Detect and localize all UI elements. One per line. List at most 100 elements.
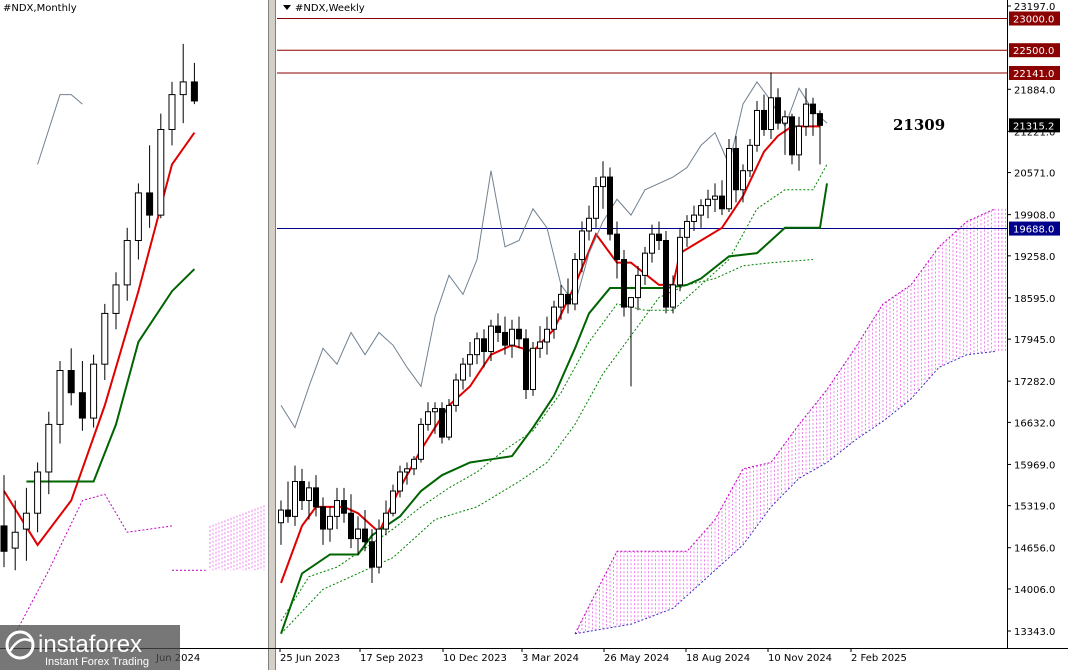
time-tick-label: 10 Nov 2024 bbox=[768, 653, 832, 664]
weekly-line-senkou-span-b bbox=[280, 259, 814, 635]
monthly-candle-body bbox=[112, 284, 120, 314]
monthly-candles bbox=[0, 43, 198, 571]
weekly-candle-body bbox=[341, 500, 347, 514]
monthly-candle-body bbox=[134, 192, 142, 241]
weekly-candle-body bbox=[495, 325, 501, 333]
monthly-series bbox=[3, 94, 206, 634]
time-ticks: 25 Jun 2023 17 Sep 2023 10 Dec 2023 3 Mar 2… bbox=[279, 648, 907, 664]
weekly-cloud bbox=[578, 208, 1006, 634]
weekly-candle-body bbox=[313, 487, 319, 508]
weekly-candle-body bbox=[348, 512, 354, 540]
triangle-down-icon[interactable] bbox=[283, 5, 291, 10]
panel-separator[interactable] bbox=[268, 0, 276, 670]
weekly-candle-body bbox=[383, 512, 389, 530]
weekly-candle-body bbox=[439, 408, 445, 438]
price-tick-label: 14656.0 bbox=[1014, 544, 1055, 555]
weekly-candle-body bbox=[789, 116, 795, 156]
weekly-candle-body bbox=[299, 481, 305, 502]
watermark-brand: instaforex bbox=[38, 631, 142, 658]
level-tag-label: 19688.0 bbox=[1013, 225, 1054, 236]
weekly-candle-body bbox=[425, 411, 431, 425]
monthly-candle-body bbox=[56, 370, 64, 425]
weekly-candle-body bbox=[782, 116, 788, 124]
weekly-candle-body bbox=[621, 259, 627, 308]
weekly-candle-body bbox=[390, 490, 396, 514]
level-tag-label: 23000.0 bbox=[1013, 14, 1054, 25]
monthly-plot-area bbox=[0, 0, 268, 648]
weekly-candle-body bbox=[474, 338, 480, 356]
weekly-candle-body bbox=[656, 233, 662, 241]
price-tick-label: 15319.0 bbox=[1014, 502, 1055, 513]
weekly-candle-body bbox=[355, 528, 361, 540]
weekly-candle-body bbox=[530, 347, 536, 391]
weekly-candle-body bbox=[712, 195, 718, 200]
monthly-candle-body bbox=[0, 525, 8, 552]
price-tick-label: 19258.0 bbox=[1014, 252, 1055, 263]
price-tick-label: 20571.0 bbox=[1014, 169, 1055, 180]
monthly-candle-body bbox=[123, 239, 131, 286]
watermark-background bbox=[0, 625, 180, 670]
weekly-candle-body bbox=[810, 103, 816, 115]
weekly-candle-body bbox=[572, 259, 578, 305]
weekly-candle-body bbox=[432, 408, 438, 413]
weekly-candle-body bbox=[719, 195, 725, 210]
weekly-candle-body bbox=[544, 328, 550, 343]
weekly-candle-body bbox=[285, 509, 291, 517]
monthly-cloud bbox=[209, 505, 265, 571]
monthly-title: #NDX,Monthly bbox=[3, 3, 77, 14]
weekly-candle-body bbox=[565, 293, 571, 305]
weekly-candle-body bbox=[691, 214, 697, 222]
weekly-candle-body bbox=[453, 379, 459, 406]
weekly-candle-body bbox=[677, 236, 683, 286]
weekly-candle-body bbox=[292, 481, 298, 517]
weekly-line-senkou-span-a bbox=[280, 164, 828, 622]
price-tick-label: 17282.0 bbox=[1014, 377, 1055, 388]
weekly-annotation: 21309 bbox=[893, 116, 945, 134]
price-tick-label: 21221.0 bbox=[1014, 127, 1055, 138]
price-tick-label: 16632.0 bbox=[1014, 418, 1055, 429]
monthly-candle-body bbox=[11, 531, 19, 549]
weekly-candle-body bbox=[551, 306, 557, 330]
weekly-candle-body bbox=[635, 274, 641, 299]
weekly-panel: #NDX,Weekly 21309 bbox=[277, 0, 1007, 648]
monthly-candle-body bbox=[22, 512, 30, 530]
weekly-candle-body bbox=[817, 113, 823, 126]
weekly-candle-body bbox=[537, 341, 543, 349]
monthly-line-kijun-sen bbox=[26, 268, 196, 483]
monthly-candle-body bbox=[168, 94, 176, 130]
level-tag-label: 22500.0 bbox=[1013, 46, 1054, 57]
price-ticks: 23197.0 21884.0 21221.0 20571.0 19908.0 19258… bbox=[1007, 2, 1055, 638]
monthly-candle-body bbox=[67, 370, 75, 394]
weekly-candle-body bbox=[579, 230, 585, 261]
level-tags: 23000.0 22500.0 22141.0 21315.2 19688.0 bbox=[1009, 11, 1060, 236]
monthly-line-tenkan-sen bbox=[3, 132, 196, 547]
weekly-candle-body bbox=[747, 144, 753, 172]
weekly-candle-body bbox=[705, 198, 711, 207]
monthly-line-senkou-span-a bbox=[14, 493, 173, 634]
weekly-candle-body bbox=[516, 328, 522, 340]
weekly-candle-body bbox=[320, 506, 326, 530]
weekly-candle-body bbox=[446, 404, 452, 438]
weekly-candle-body bbox=[642, 252, 648, 276]
level-tag-label: 21315.2 bbox=[1013, 121, 1054, 132]
weekly-series bbox=[280, 81, 996, 635]
weekly-candle-body bbox=[369, 541, 375, 568]
weekly-line-cloud-lower bbox=[574, 350, 996, 635]
price-scale[interactable]: 23197.0 21884.0 21221.0 20571.0 19908.0 19258… bbox=[1007, 0, 1068, 648]
price-tick-label: 19908.0 bbox=[1014, 211, 1055, 222]
monthly-line-chikou-span bbox=[37, 94, 83, 165]
monthly-candle-body bbox=[190, 81, 198, 102]
time-tick-label: 2 Feb 2025 bbox=[851, 653, 907, 664]
weekly-candle-body bbox=[600, 176, 606, 188]
weekly-candle-body bbox=[663, 239, 669, 308]
time-tick-label: 10 Dec 2023 bbox=[443, 653, 507, 664]
level-tag-background bbox=[1009, 221, 1060, 236]
monthly-candle-body bbox=[157, 128, 165, 216]
time-tick-label: 3 Mar 2024 bbox=[522, 653, 579, 664]
price-tick-label: 23197.0 bbox=[1014, 2, 1055, 13]
weekly-candle-body bbox=[796, 125, 802, 156]
time-tick-label: 17 Sep 2023 bbox=[360, 653, 423, 664]
watermark-swoosh-icon bbox=[8, 638, 32, 652]
weekly-line-tenkan-sen bbox=[280, 125, 820, 584]
weekly-candle-body bbox=[754, 109, 760, 146]
